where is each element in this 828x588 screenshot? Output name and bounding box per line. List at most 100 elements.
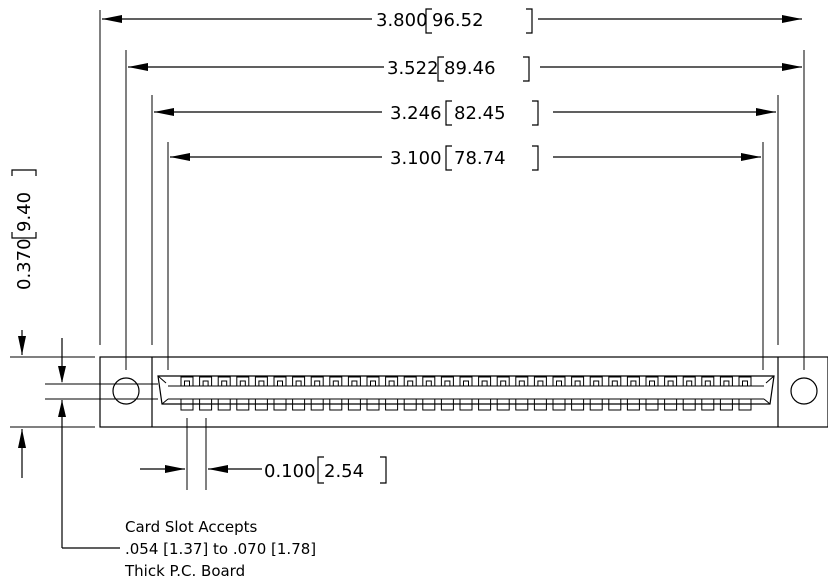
note-line-2: .054 [1.37] to .070 [1.78] (125, 540, 316, 558)
contact-bottom (199, 399, 213, 411)
contact-bottom (626, 399, 640, 411)
contact-top (273, 376, 287, 386)
contact-top-slot (444, 380, 451, 386)
dim-contact-pitch-mm: 2.54 (324, 461, 364, 482)
dim-contact-span-inch: 3.100 (390, 148, 442, 169)
contact-top-slot (574, 380, 581, 386)
contact-bottom (292, 399, 306, 411)
contact-top (236, 376, 250, 386)
contact-bottom (552, 399, 566, 411)
contact-top-slot (593, 380, 600, 386)
contacts-bottom-row (168, 398, 764, 411)
contact-bottom (254, 399, 268, 411)
contact-bottom (533, 399, 547, 411)
contact-top-slot (332, 380, 339, 386)
contact-bottom (571, 399, 585, 411)
contact-bottom (273, 399, 287, 411)
contact-top-slot (314, 380, 321, 386)
dim-contact-pitch: 0.100 2.54 (140, 456, 387, 484)
contact-top-slot (239, 380, 246, 386)
contact-bottom (645, 399, 659, 411)
dim-body-length-mm: 82.45 (454, 103, 506, 124)
contact-top (701, 376, 715, 386)
contact-bottom (236, 399, 250, 411)
contact-top (645, 376, 659, 386)
contact-bottom (440, 399, 454, 411)
contact-bottom (719, 399, 733, 411)
dim-contact-span: 3.100 78.74 (170, 145, 761, 171)
contact-bottom (515, 399, 529, 411)
contact-top (552, 376, 566, 386)
contact-top (366, 376, 380, 386)
contact-bottom (496, 399, 510, 411)
contact-top-slot (407, 380, 414, 386)
contact-bottom (366, 399, 380, 411)
contact-top-slot (184, 380, 190, 386)
contact-bottom (459, 399, 473, 411)
contact-top-slot (370, 380, 376, 386)
note-line-3: Thick P.C. Board (124, 562, 245, 580)
contact-top (310, 376, 324, 386)
contact-top-slot (277, 380, 283, 386)
contact-top (180, 376, 194, 386)
contact-top-slot (667, 380, 674, 386)
contact-top-slot (481, 380, 488, 386)
contact-top-slot (425, 380, 432, 386)
dim-hole-spacing: 3.522 89.46 (128, 56, 802, 82)
contact-bottom (347, 399, 361, 411)
contact-top-slot (704, 380, 711, 386)
contact-top (440, 376, 454, 386)
mounting-hole-left (112, 377, 140, 405)
note-line-1: Card Slot Accepts (125, 518, 257, 536)
contact-top-slot (258, 380, 265, 386)
contact-top (664, 376, 678, 386)
contact-top (254, 376, 268, 386)
contact-bottom (385, 399, 399, 411)
contact-bottom (478, 399, 492, 411)
contacts-top-row (168, 376, 764, 387)
contact-top (217, 376, 231, 386)
contact-top (478, 376, 492, 386)
contact-bottom (217, 399, 231, 411)
dim-height: 0.370 9.40 (11, 169, 37, 478)
contact-top-slot (649, 380, 655, 386)
connector-body (99, 356, 828, 428)
contact-bottom (329, 399, 343, 411)
contact-top-slot (518, 380, 525, 386)
dim-overall-length: 3.800 96.52 (102, 8, 802, 34)
contact-top-slot (295, 380, 302, 386)
contact-bottom (180, 399, 194, 411)
dim-overall-length-inch: 3.800 (376, 10, 428, 31)
dim-body-length-inch: 3.246 (390, 103, 442, 124)
contact-bottom (608, 399, 622, 411)
contact-top (682, 376, 696, 386)
mounting-hole-right (790, 377, 818, 405)
dim-hole-spacing-mm: 89.46 (444, 58, 496, 79)
contact-top-slot (742, 380, 748, 386)
contact-top (199, 376, 213, 386)
dim-height-mm: 9.40 (14, 192, 35, 232)
contact-top (496, 376, 510, 386)
contact-bottom (664, 399, 678, 411)
contact-top-slot (556, 380, 562, 386)
contact-top-slot (388, 380, 395, 386)
contact-top-slot (463, 380, 469, 386)
contact-top (533, 376, 547, 386)
contact-top-slot (537, 380, 544, 386)
dim-contact-span-mm: 78.74 (454, 148, 506, 169)
contact-bottom (738, 399, 752, 411)
contact-top-slot (500, 380, 507, 386)
extension-lines (10, 10, 805, 490)
pcb-note: Card Slot Accepts .054 [1.37] to .070 [1… (124, 518, 316, 580)
contact-top-slot (351, 380, 358, 386)
contact-top-slot (723, 380, 730, 386)
contact-top (571, 376, 585, 386)
contact-bottom (310, 399, 324, 411)
contact-bottom (589, 399, 603, 411)
contact-bottom (701, 399, 715, 411)
contact-top (329, 376, 343, 386)
contact-top (589, 376, 603, 386)
contact-top (459, 376, 473, 386)
contact-bottom (403, 399, 417, 411)
